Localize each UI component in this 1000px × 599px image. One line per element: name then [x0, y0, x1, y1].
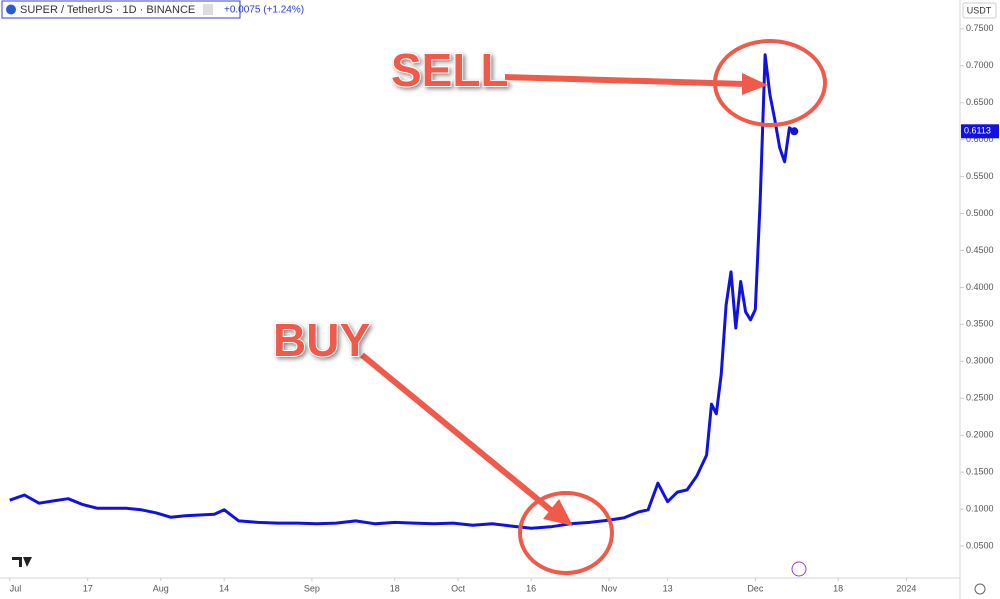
x-tick-label: Dec	[747, 583, 764, 593]
buy-arrow	[360, 352, 554, 514]
last-point	[790, 127, 799, 136]
y-tick-label: 0.6500	[966, 97, 994, 107]
change: +0.0075 (+1.24%)	[224, 5, 304, 16]
icon	[203, 4, 213, 15]
x-tick-label: Oct	[451, 583, 466, 593]
y-tick-label: 0.0500	[966, 540, 994, 550]
y-tick-label: 0.5500	[966, 171, 994, 181]
x-tick-label: 16	[526, 583, 536, 593]
x-tick-label: 2024	[896, 583, 916, 593]
x-tick-label: Aug	[153, 583, 169, 593]
annotations: SELL BUY	[272, 39, 827, 575]
arrow-head	[742, 73, 768, 95]
y-tick-label: 0.2500	[966, 393, 994, 403]
y-tick-label: 0.2000	[966, 430, 994, 440]
flash-icon[interactable]	[791, 561, 807, 577]
y-tick-label: 0.4000	[966, 282, 994, 292]
sell-arrow	[504, 74, 746, 87]
sell-label: SELL	[391, 44, 509, 96]
symbol-icon	[6, 4, 16, 15]
x-tick-label: 14	[219, 583, 229, 593]
x-tick-label: Nov	[601, 583, 618, 593]
y-tick-label: 0.1000	[966, 503, 994, 513]
x-tick-label: Sep	[304, 583, 320, 593]
last-price-box	[961, 124, 999, 139]
y-tick-label: 0.3000	[966, 356, 994, 366]
symbol: SUPER / TetherUS · 1D · BINANCE	[20, 4, 195, 16]
header-box	[1, 0, 241, 19]
y-tick-label: 0.6000	[966, 134, 994, 144]
arrow-head	[543, 499, 573, 526]
settings-icon[interactable]	[974, 583, 986, 595]
y-tick-label: 0.7500	[966, 23, 994, 33]
y-tick-label: 0.3500	[966, 319, 994, 329]
plot	[9, 53, 799, 530]
last-price-label: 0.6113	[964, 126, 991, 136]
x-tick-label: Jul	[10, 583, 22, 593]
buy-label: BUY	[273, 314, 370, 366]
currency-button[interactable]	[962, 2, 997, 19]
y-tick-label: 0.4500	[966, 245, 994, 255]
x-tick-label: 13	[663, 583, 673, 593]
price-line	[9, 53, 796, 530]
tv-logo	[12, 557, 32, 567]
x-tick-label: 17	[83, 583, 93, 593]
x-tick-label: 18	[833, 583, 843, 593]
buy-circle	[518, 491, 614, 575]
currency[interactable]: USDT	[967, 5, 992, 15]
y-tick-label: 0.7000	[966, 60, 994, 70]
y-tick-label: 0.1500	[966, 466, 994, 476]
y-tick-label: 0.5000	[966, 208, 994, 218]
x-tick-label: 18	[390, 583, 400, 593]
